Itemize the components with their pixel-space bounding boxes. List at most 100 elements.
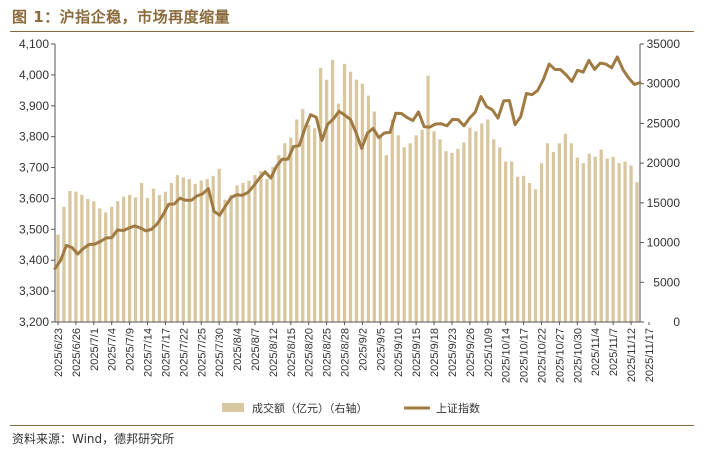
volume-bar — [354, 79, 359, 323]
volume-bar — [462, 142, 466, 322]
volume-bar — [468, 127, 472, 323]
x-tick-label: 2025/7/9 — [125, 328, 137, 371]
volume-bar — [498, 147, 502, 322]
volume-bar — [635, 182, 639, 322]
volume-bar — [593, 156, 597, 322]
right-tick-label: 5000 — [653, 275, 680, 289]
volume-bar — [527, 183, 532, 322]
legend-swatch-volume — [222, 403, 244, 412]
volume-bar — [521, 175, 526, 322]
volume-bar — [504, 161, 508, 322]
volume-bar — [384, 155, 388, 322]
x-tick-label: 2025/7/25 — [196, 328, 208, 377]
x-tick-label: 2025/10/14 — [501, 328, 513, 383]
volume-bar — [116, 201, 120, 322]
legend-label-index: 上证指数 — [436, 401, 480, 415]
volume-bar — [217, 168, 221, 322]
volume-bar — [145, 198, 150, 322]
volume-bar — [587, 153, 591, 322]
volume-bar — [157, 194, 162, 322]
line-layer — [53, 55, 642, 271]
volume-bar — [169, 183, 174, 322]
right-tick-label: 0 — [673, 315, 680, 329]
volume-bar — [432, 131, 436, 322]
volume-bar — [444, 151, 448, 322]
legend-label-volume: 成交额（亿元）（右轴） — [252, 401, 368, 415]
volume-bar — [581, 163, 585, 322]
volume-bar — [271, 167, 275, 322]
volume-bar — [510, 161, 514, 322]
volume-bar — [396, 135, 400, 322]
volume-bar — [163, 191, 168, 322]
legend: 成交额（亿元）（右轴） 上证指数 — [222, 401, 480, 415]
volume-bar — [360, 83, 365, 323]
volume-bar — [283, 143, 287, 322]
x-tick-label: 2025/7/17 — [160, 328, 172, 377]
x-tick-label: 2025/10/30 — [572, 328, 584, 383]
volume-bar — [199, 180, 203, 322]
volume-bar — [420, 129, 424, 322]
x-tick-label: 2025/10/27 — [554, 328, 566, 383]
volume-bar — [193, 183, 197, 322]
left-tick-label: 3,900 — [19, 99, 49, 113]
volume-bar — [211, 175, 215, 322]
volume-bar — [569, 143, 573, 322]
x-tick-label: 2025/8/4 — [232, 328, 244, 371]
volume-bar — [372, 111, 376, 322]
right-tick-label: 10000 — [647, 236, 681, 250]
x-tick-label: 2025/10/17 — [519, 328, 531, 383]
volume-bar — [342, 63, 347, 323]
volume-bar — [187, 179, 191, 322]
volume-bar — [438, 139, 442, 322]
volume-bar — [486, 119, 490, 323]
volume-bar — [301, 109, 305, 322]
x-tick-label: 2025/9/18 — [429, 328, 441, 377]
volume-bar — [623, 161, 627, 322]
x-tick-label: 2025/8/20 — [304, 328, 316, 377]
right-tick-label: 35000 — [647, 37, 681, 51]
volume-bar — [229, 194, 233, 322]
volume-bar — [450, 152, 454, 322]
left-tick-label: 3,400 — [19, 253, 49, 267]
x-tick-label: 2025/8/15 — [286, 328, 298, 377]
volume-bar — [474, 131, 478, 322]
volume-bar — [319, 67, 323, 322]
volume-bar — [414, 135, 418, 322]
x-tick-label: 2025/9/26 — [465, 328, 477, 377]
volume-bar — [390, 119, 394, 323]
volume-bar — [289, 137, 293, 322]
volume-bar — [611, 156, 615, 322]
volume-bar — [295, 119, 299, 323]
volume-bar — [175, 175, 180, 322]
volume-bar — [545, 143, 550, 322]
volume-bar — [241, 183, 245, 322]
x-tick-label: 2025/9/5 — [375, 328, 387, 371]
volume-bar — [313, 128, 317, 322]
x-tick-label: 2025/6/26 — [71, 328, 83, 377]
x-tick-label: 2025/10/22 — [537, 328, 549, 383]
volume-bar — [139, 183, 144, 322]
x-tick-label: 2025/8/28 — [340, 328, 352, 377]
x-tick-label: 2025/11/4 — [590, 328, 602, 376]
volume-bar — [104, 212, 108, 322]
volume-bar — [122, 196, 126, 322]
x-tick-label: 2025/7/1 — [89, 328, 101, 371]
volume-bar — [336, 103, 341, 322]
volume-bar — [629, 165, 633, 322]
volume-bar — [599, 149, 603, 322]
volume-bar — [480, 123, 484, 323]
volume-bar — [617, 163, 621, 322]
source-note: 资料来源：Wind，德邦研究所 — [12, 432, 175, 446]
volume-bar — [515, 176, 520, 322]
volume-bar — [456, 148, 460, 322]
right-tick-label: 20000 — [647, 156, 681, 170]
volume-bar — [307, 125, 311, 323]
x-tick-label: 2025/7/4 — [107, 328, 119, 371]
volume-bar — [265, 179, 269, 322]
volume-bar — [259, 171, 263, 322]
left-tick-label: 3,300 — [19, 284, 49, 298]
volume-bar — [223, 199, 227, 322]
x-tick-label: 2025/6/23 — [53, 328, 65, 377]
volume-bar — [247, 180, 251, 322]
volume-bar — [235, 185, 239, 322]
